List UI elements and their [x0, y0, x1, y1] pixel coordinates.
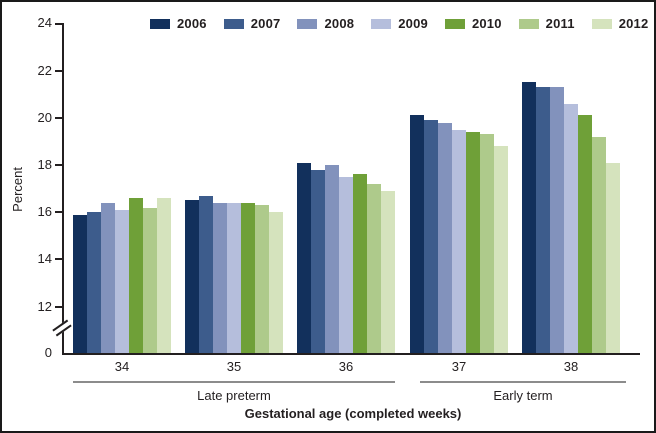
legend-item-2011: 2011	[518, 16, 575, 31]
y-tick-24	[55, 23, 62, 25]
group-span-line-0	[73, 381, 395, 383]
legend-item-2006: 2006	[150, 16, 207, 31]
bar-2012-week37	[494, 146, 508, 353]
group-span-label-1: Early term	[493, 388, 553, 403]
x-tick-label-35: 35	[226, 359, 242, 374]
y-tick-16	[55, 211, 62, 214]
legend-swatch-2012	[591, 18, 612, 29]
legend-swatch-2010	[444, 18, 465, 29]
group-span-label-0: Late preterm	[197, 388, 271, 403]
legend-item-2007: 2007	[223, 16, 281, 31]
bar-2009-week36	[339, 176, 353, 353]
y-tick-18	[55, 163, 62, 166]
legend: 2006 2007 2008 2009 2010 2011 2012	[150, 16, 648, 31]
legend-label: 2006	[177, 16, 207, 31]
legend-label: 2011	[545, 16, 575, 31]
bar-2010-week35	[241, 202, 255, 353]
y-tick-label-18: 18	[37, 156, 52, 172]
bar-2009-week34	[115, 209, 129, 353]
group-span-line-1	[420, 381, 626, 383]
bar-2007-week37	[424, 120, 438, 353]
plot-area: 24 22 20 18 16 14 12 0	[38, 15, 640, 360]
bar-2011-week35	[255, 205, 269, 353]
legend-item-2008: 2008	[297, 16, 354, 31]
bar-2006-week34	[73, 214, 87, 353]
bar-2009-week37	[452, 129, 466, 353]
legend-label: 2008	[324, 16, 355, 31]
legend-label: 2010	[471, 16, 502, 31]
bar-2009-week35	[227, 202, 241, 353]
legend-swatch-2007	[223, 18, 244, 29]
x-tick-label-38: 38	[563, 359, 579, 374]
legend-swatch-2008	[297, 18, 318, 29]
x-tick-label-37: 37	[451, 359, 467, 374]
y-tick-label-22: 22	[37, 62, 52, 78]
y-tick-12	[55, 305, 62, 308]
x-axis-title: Gestational age (completed weeks)	[244, 406, 462, 421]
bar-2012-week38	[606, 162, 620, 353]
y-tick-14	[55, 258, 62, 261]
y-tick-label-12: 12	[37, 298, 52, 314]
y-tick-22	[55, 69, 62, 72]
bar-2006-week36	[297, 162, 311, 353]
x-tick-label-36: 36	[338, 359, 354, 374]
bar-2007-week36	[311, 169, 325, 353]
bar-2008-week38	[550, 87, 564, 353]
bar-2009-week38	[564, 103, 578, 353]
bar-group-38	[522, 23, 620, 353]
legend-item-2012: 2012	[591, 16, 649, 31]
legend-label: 2009	[398, 16, 428, 31]
y-tick-label-14: 14	[37, 251, 52, 267]
y-tick-label-20: 20	[37, 109, 52, 125]
x-tick-label-34: 34	[114, 359, 130, 374]
legend-swatch-2006	[150, 18, 170, 29]
legend-label: 2012	[618, 16, 649, 31]
bar-2008-week37	[438, 122, 452, 353]
legend-item-2010: 2010	[444, 16, 502, 31]
bar-2006-week37	[410, 115, 424, 353]
bar-2010-week37	[466, 131, 480, 353]
y-tick-label-0: 0	[44, 345, 52, 360]
bar-2011-week38	[592, 136, 606, 353]
bar-2008-week35	[213, 202, 227, 353]
bar-2011-week34	[143, 207, 157, 353]
y-tick-label-24: 24	[37, 15, 52, 31]
bar-group-35	[185, 23, 283, 353]
bar-2007-week34	[87, 212, 101, 353]
bar-2006-week35	[185, 200, 199, 353]
bar-2010-week38	[578, 115, 592, 353]
legend-label: 2007	[250, 16, 281, 31]
y-axis-break-mark	[52, 319, 72, 337]
bar-group-37	[410, 23, 508, 353]
bar-2010-week36	[353, 174, 367, 353]
legend-swatch-2011	[518, 18, 539, 29]
bar-2012-week35	[269, 212, 283, 353]
bar-2007-week35	[199, 195, 213, 353]
bar-group-34	[73, 23, 171, 353]
bar-2012-week36	[381, 191, 395, 353]
legend-swatch-2009	[371, 18, 392, 29]
bar-2011-week36	[367, 183, 381, 353]
bar-2011-week37	[480, 134, 494, 353]
y-tick-label-16: 16	[37, 204, 52, 220]
bar-2008-week34	[101, 202, 115, 353]
y-tick-20	[55, 116, 62, 119]
bar-2012-week34	[157, 198, 171, 353]
bar-2010-week34	[129, 198, 143, 353]
legend-item-2009: 2009	[371, 16, 428, 31]
bar-2007-week38	[536, 87, 550, 353]
bar-2008-week36	[325, 165, 339, 353]
bar-2006-week38	[522, 82, 536, 353]
bar-group-36	[297, 23, 395, 353]
